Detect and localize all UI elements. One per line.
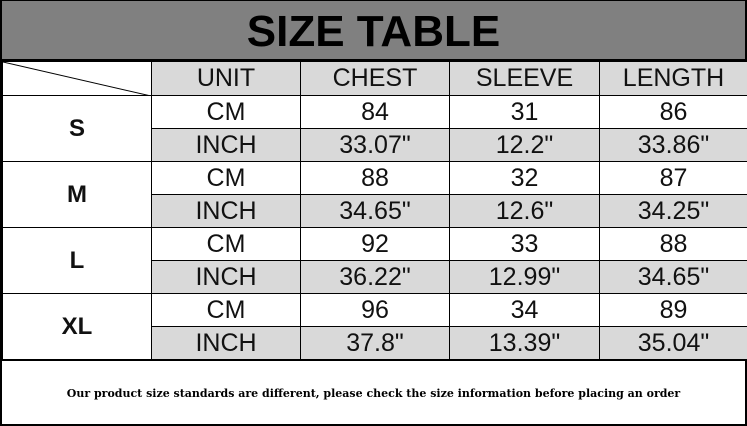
cell-sleeve: 33 [449,227,600,261]
header-length: LENGTH [599,61,747,96]
cell-sleeve: 32 [449,161,600,195]
cell-unit: CM [151,161,301,195]
cell-sleeve: 13.39" [449,326,600,360]
header-chest: CHEST [300,61,450,96]
table-row: INCH 37.8" 13.39" 35.04" [3,326,747,360]
header-unit: UNIT [151,61,301,96]
cell-chest: 33.07" [300,128,450,162]
cell-chest: 84 [300,95,450,129]
table-row: INCH 34.65" 12.6" 34.25" [3,194,747,228]
cell-chest: 37.8" [300,326,450,360]
cell-length: 89 [599,293,747,327]
cell-chest: 96 [300,293,450,327]
cell-unit: CM [151,227,301,261]
cell-unit: INCH [151,128,301,162]
cell-length: 88 [599,227,747,261]
cell-length: 86 [599,95,747,129]
size-label: XL [2,293,152,360]
cell-chest: 92 [300,227,450,261]
cell-unit: CM [151,95,301,129]
size-label: L [2,227,152,294]
table-row: L CM 92 33 88 [2,227,747,294]
cell-sleeve: 12.99" [449,260,600,294]
cell-unit: CM [151,293,301,327]
cell-unit: INCH [151,260,301,294]
cell-sleeve: 34 [449,293,600,327]
table-row: INCH 33.07" 12.2" 33.86" [3,128,747,162]
cell-length: 34.65" [599,260,747,294]
diagonal-corner-cell [2,61,152,96]
table-row: INCH 36.22" 12.99" 34.65" [3,260,747,294]
table-row: S CM 84 31 86 [2,95,747,162]
cell-sleeve: 31 [449,95,600,129]
table-row: M CM 88 32 87 [2,161,747,228]
footer-note: Our product size standards are different… [2,360,745,426]
size-label: S [2,95,152,162]
table-title: SIZE TABLE [2,1,745,61]
cell-sleeve: 12.6" [449,194,600,228]
size-label: M [2,161,152,228]
cell-chest: 88 [300,161,450,195]
cell-chest: 36.22" [300,260,450,294]
cell-length: 34.25" [599,194,747,228]
table-row: XL CM 96 34 89 [2,293,747,360]
size-table: UNIT CHEST SLEEVE LENGTH S CM 84 31 86 INCH 33… [2,61,747,360]
cell-length: 33.86" [599,128,747,162]
header-sleeve: SLEEVE [449,61,600,96]
cell-length: 35.04" [599,326,747,360]
cell-unit: INCH [151,326,301,360]
header-row: UNIT CHEST SLEEVE LENGTH [2,61,747,96]
cell-length: 87 [599,161,747,195]
cell-chest: 34.65" [300,194,450,228]
cell-sleeve: 12.2" [449,128,600,162]
cell-unit: INCH [151,194,301,228]
